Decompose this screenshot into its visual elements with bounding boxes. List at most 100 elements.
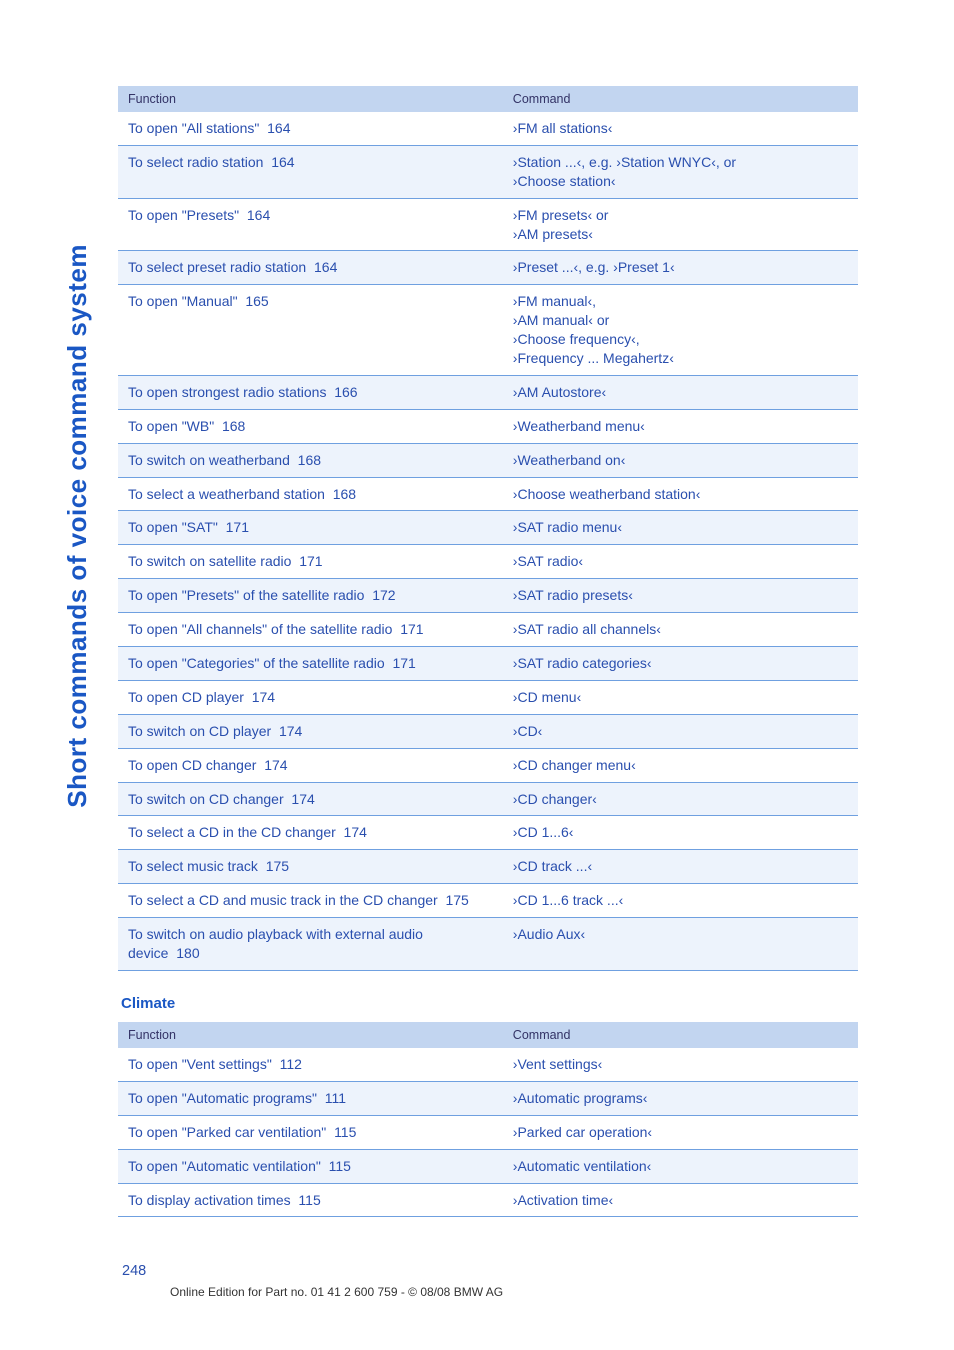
table-row: To open CD player 174›CD menu‹: [118, 680, 858, 714]
function-cell: To switch on weatherband 168: [118, 443, 503, 477]
table-row: To select a CD and music track in the CD…: [118, 884, 858, 918]
page-ref-link[interactable]: 172: [372, 587, 395, 603]
page-ref-link[interactable]: 166: [334, 384, 357, 400]
command-cell: ›SAT radio presets‹: [503, 579, 858, 613]
col-header-function: Function: [118, 86, 503, 112]
command-cell: ›SAT radio‹: [503, 545, 858, 579]
table-row: To select preset radio station 164›Prese…: [118, 251, 858, 285]
function-cell: To open "Automatic programs" 111: [118, 1081, 503, 1115]
command-cell: ›SAT radio all channels‹: [503, 613, 858, 647]
function-cell: To open CD changer 174: [118, 748, 503, 782]
function-text: To open "SAT": [128, 519, 226, 535]
page-ref-link[interactable]: 164: [267, 120, 290, 136]
command-cell: ›Automatic programs‹: [503, 1081, 858, 1115]
table-row: To switch on audio playback with externa…: [118, 918, 858, 971]
function-text: To open "Presets" of the satellite radio: [128, 587, 372, 603]
function-cell: To select music track 175: [118, 850, 503, 884]
page-ref-link[interactable]: 171: [226, 519, 249, 535]
table-row: To open "Manual" 165›FM manual‹,›AM manu…: [118, 285, 858, 376]
table-row: To switch on weatherband 168›Weatherband…: [118, 443, 858, 477]
function-text: To switch on satellite radio: [128, 553, 299, 569]
command-cell: ›CD 1...6 track ...‹: [503, 884, 858, 918]
command-cell: ›CD changer menu‹: [503, 748, 858, 782]
side-section-label: Short commands of voice command system: [62, 88, 92, 808]
function-cell: To open "Vent settings" 112: [118, 1048, 503, 1081]
command-cell: ›Vent settings‹: [503, 1048, 858, 1081]
command-cell: ›Station ...‹, e.g. ›Station WNYC‹, or›C…: [503, 145, 858, 198]
function-text: To select a weatherband station: [128, 486, 333, 502]
function-cell: To switch on CD changer 174: [118, 782, 503, 816]
col-header-command: Command: [503, 86, 858, 112]
table-row: To open "Presets" 164›FM presets‹ or›AM …: [118, 198, 858, 251]
function-text: To display activation times: [128, 1192, 298, 1208]
climate-commands-table: FunctionCommandTo open "Vent settings" 1…: [118, 1022, 858, 1217]
function-cell: To open "Presets" 164: [118, 198, 503, 251]
table-row: To select a weatherband station 168 ›Choo…: [118, 477, 858, 511]
function-cell: To open strongest radio stations 166: [118, 375, 503, 409]
table-row: To switch on CD changer 174›CD changer‹: [118, 782, 858, 816]
function-cell: To open "Automatic ventilation" 115: [118, 1149, 503, 1183]
table-row: To open "WB" 168›Weatherband menu‹: [118, 409, 858, 443]
function-cell: To display activation times 115: [118, 1183, 503, 1217]
page-ref-link[interactable]: 171: [299, 553, 322, 569]
page-ref-link[interactable]: 112: [280, 1056, 302, 1072]
function-cell: To open "Parked car ventilation" 115: [118, 1115, 503, 1149]
table-row: To switch on satellite radio 171 ›SAT rad…: [118, 545, 858, 579]
command-cell: ›Activation time‹: [503, 1183, 858, 1217]
command-cell: ›CD menu‹: [503, 680, 858, 714]
page-ref-link[interactable]: 168: [333, 486, 356, 502]
page-ref-link[interactable]: 168: [298, 452, 321, 468]
command-cell: ›FM all stations‹: [503, 112, 858, 145]
command-cell: ›CD‹: [503, 714, 858, 748]
command-cell: ›Weatherband on‹: [503, 443, 858, 477]
page-ref-link[interactable]: 174: [264, 757, 287, 773]
function-cell: To switch on audio playback with externa…: [118, 918, 503, 971]
voice-commands-table: FunctionCommandTo open "All stations" 16…: [118, 86, 858, 971]
function-text: To select preset radio station: [128, 259, 314, 275]
page-ref-link[interactable]: 174: [279, 723, 302, 739]
command-cell: ›Weatherband menu‹: [503, 409, 858, 443]
function-text: To select a CD and music track in the CD…: [128, 892, 445, 908]
function-text: To switch on CD changer: [128, 791, 291, 807]
page-ref-link[interactable]: 111: [325, 1090, 346, 1106]
page-ref-link[interactable]: 164: [314, 259, 337, 275]
table-row: To open "SAT" 171›SAT radio menu‹: [118, 511, 858, 545]
table-row: To display activation times 115›Activati…: [118, 1183, 858, 1217]
function-cell: To select radio station 164: [118, 145, 503, 198]
function-text: To switch on audio playback with externa…: [128, 926, 423, 961]
function-text: To select music track: [128, 858, 266, 874]
command-cell: ›Choose weatherband station‹: [503, 477, 858, 511]
table-row: To select a CD in the CD changer 174›CD …: [118, 816, 858, 850]
function-text: To open strongest radio stations: [128, 384, 334, 400]
function-text: To open "All channels" of the satellite …: [128, 621, 400, 637]
page-ref-link[interactable]: 171: [400, 621, 423, 637]
page-ref-link[interactable]: 164: [271, 154, 294, 170]
function-text: To open "Manual": [128, 293, 245, 309]
page-ref-link[interactable]: 174: [344, 824, 367, 840]
page-ref-link[interactable]: 115: [298, 1192, 320, 1208]
page-ref-link[interactable]: 164: [247, 207, 270, 223]
page-ref-link[interactable]: 174: [252, 689, 275, 705]
table-row: To open strongest radio stations 166›AM …: [118, 375, 858, 409]
page-ref-link[interactable]: 165: [245, 293, 268, 309]
page-ref-link[interactable]: 171: [392, 655, 415, 671]
page-ref-link[interactable]: 175: [266, 858, 289, 874]
function-cell: To open CD player 174: [118, 680, 503, 714]
page-ref-link[interactable]: 180: [176, 945, 199, 961]
page-ref-link[interactable]: 175: [445, 892, 468, 908]
command-cell: ›Parked car operation‹: [503, 1115, 858, 1149]
function-text: To switch on CD player: [128, 723, 279, 739]
function-text: To open "Parked car ventilation": [128, 1124, 334, 1140]
side-section-text: Short commands of voice command system: [62, 244, 93, 808]
page-ref-link[interactable]: 115: [329, 1158, 351, 1174]
command-cell: ›CD changer‹: [503, 782, 858, 816]
page-ref-link[interactable]: 174: [291, 791, 314, 807]
command-cell: ›FM presets‹ or›AM presets‹: [503, 198, 858, 251]
function-cell: To open "Manual" 165: [118, 285, 503, 376]
table-row: To open "All stations" 164›FM all statio…: [118, 112, 858, 145]
page-ref-link[interactable]: 168: [222, 418, 245, 434]
page-ref-link[interactable]: 115: [334, 1124, 356, 1140]
table-row: To open "All channels" of the satellite …: [118, 613, 858, 647]
page-number: 248: [122, 1263, 954, 1279]
function-text: To select radio station: [128, 154, 271, 170]
